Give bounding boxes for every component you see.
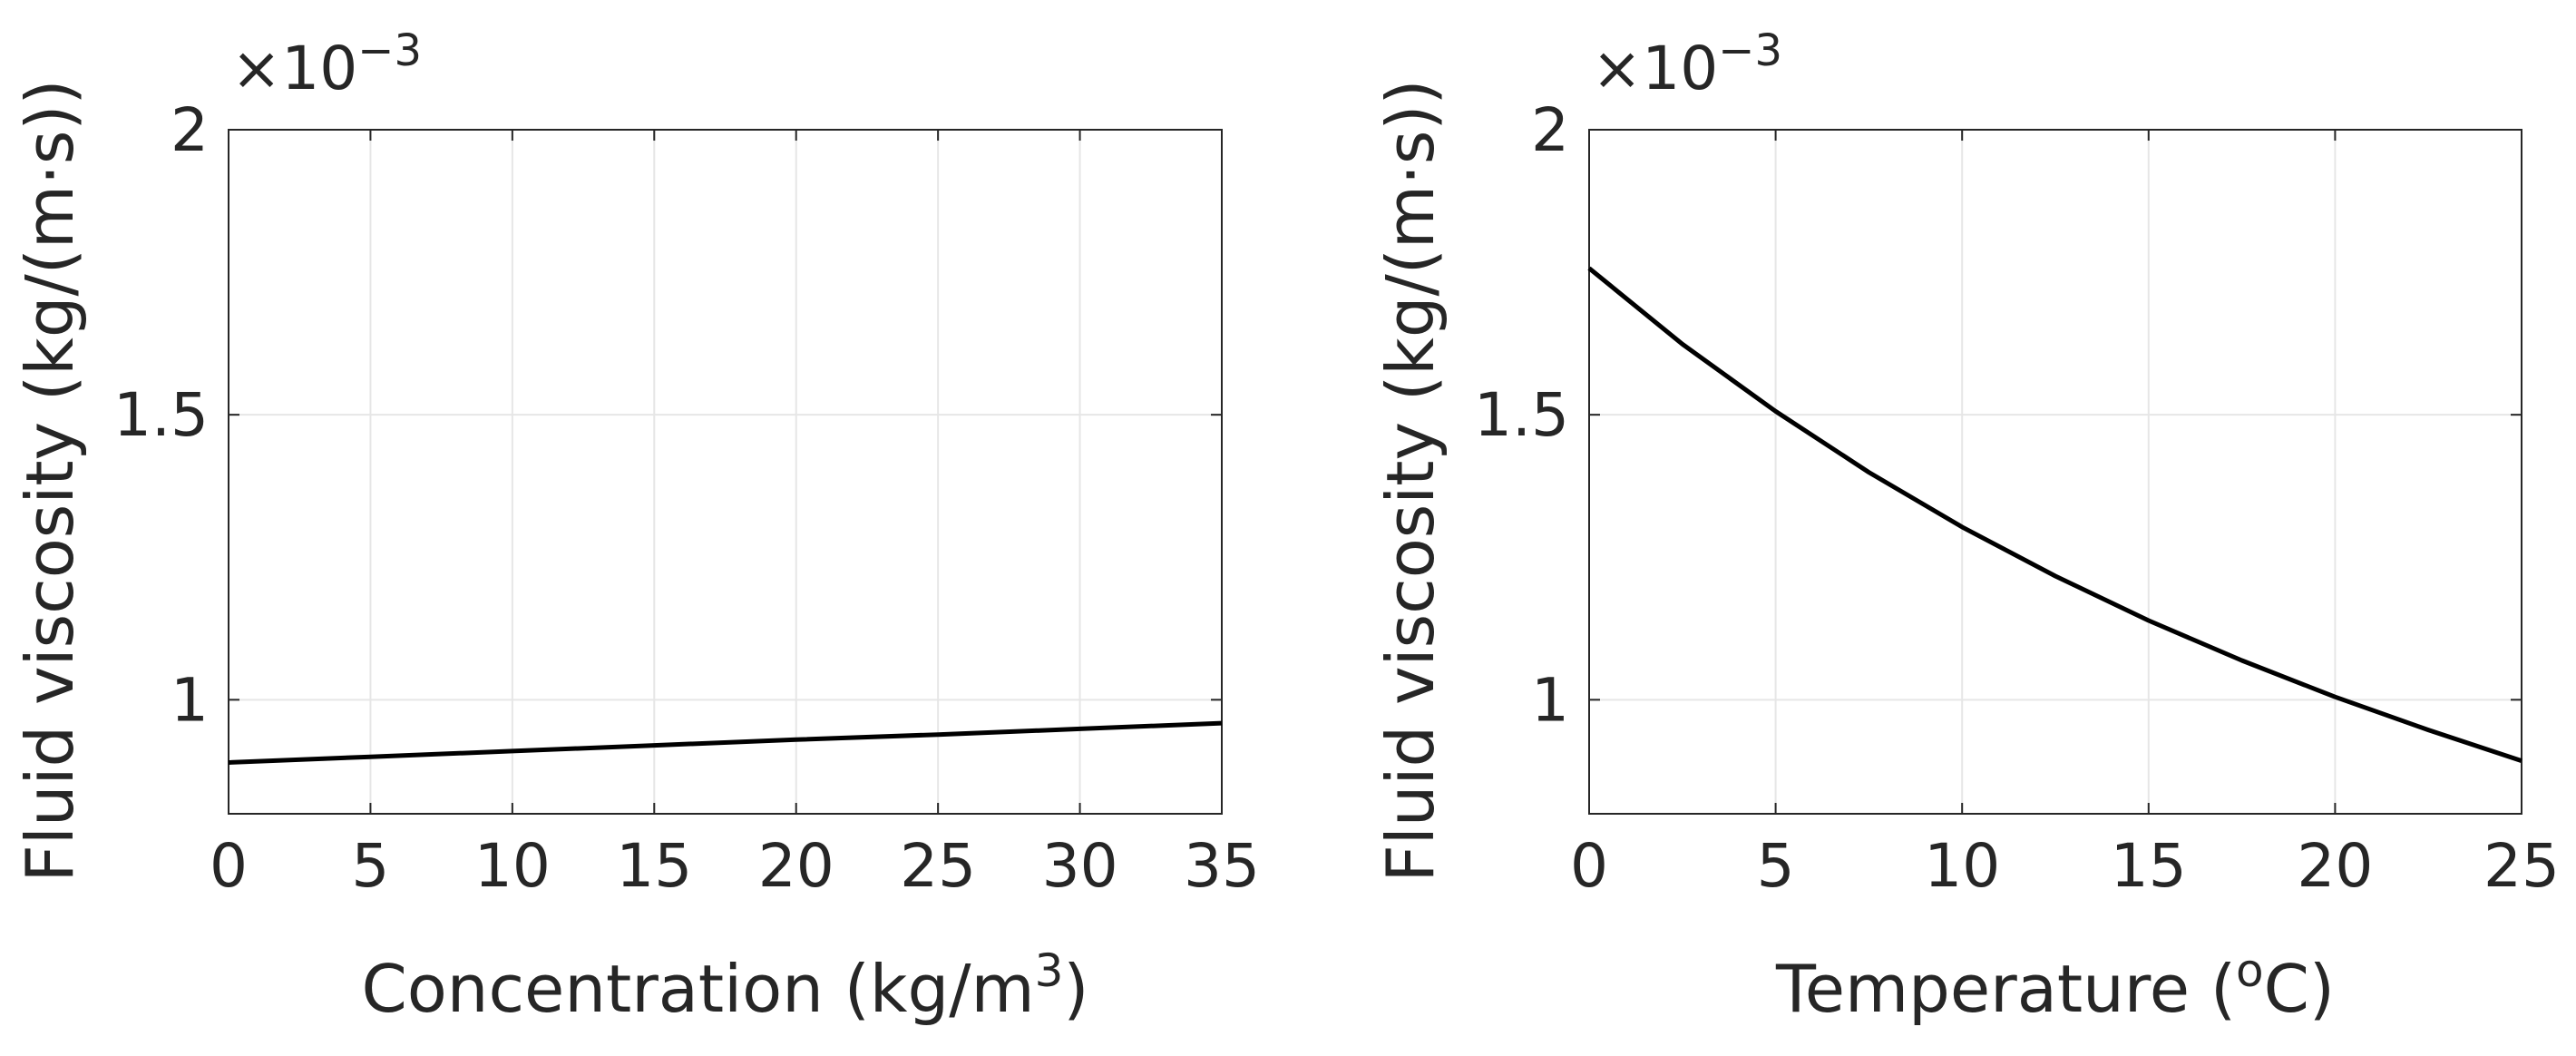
x-tick-label: 10 bbox=[1924, 831, 2000, 901]
y-tick-label: 1.5 bbox=[1474, 380, 1569, 450]
chart-temperature: 0 5 10 15 20 25 1 1.5 2 ×10−3 Fluid viscosity (kg/… bbox=[1372, 25, 2560, 1027]
x-axis-label-superscript: 3 bbox=[1035, 944, 1064, 997]
y-tick-label: 1.5 bbox=[113, 380, 209, 450]
x-axis-label-main: Concentration (kg/m bbox=[361, 951, 1034, 1027]
chart-concentration: 0 5 10 15 20 25 30 35 1 1.5 2 ×10−3 Fluid viscosity … bbox=[12, 25, 1260, 1027]
y-exponent-label: ×10−3 bbox=[1592, 25, 1782, 103]
x-tick-label: 0 bbox=[1570, 831, 1608, 901]
axes-frame bbox=[228, 129, 1223, 815]
x-tick-label: 25 bbox=[900, 831, 976, 901]
y-exponent-power: −3 bbox=[357, 25, 422, 76]
y-axis-label: Fluid viscosity (kg/(m·s)) bbox=[1372, 79, 1449, 882]
x-tick-label: 35 bbox=[1184, 831, 1260, 901]
y-tick-label: 2 bbox=[171, 95, 209, 165]
x-tick-label: 10 bbox=[474, 831, 551, 901]
x-axis-label: Concentration (kg/m3) bbox=[361, 944, 1088, 1027]
x-tick-label: 25 bbox=[2483, 831, 2560, 901]
series-line bbox=[1587, 266, 2522, 763]
y-exponent-power: −3 bbox=[1718, 25, 1782, 76]
x-tick-label: 20 bbox=[2297, 831, 2373, 901]
y-exponent-base: ×10 bbox=[1592, 34, 1718, 103]
x-tick-label: 30 bbox=[1042, 831, 1118, 901]
x-axis-label-tail: ) bbox=[1063, 951, 1088, 1027]
x-tick-label: 5 bbox=[1757, 831, 1795, 901]
y-exponent-base: ×10 bbox=[231, 34, 357, 103]
y-tick-label: 1 bbox=[171, 665, 209, 735]
series-line bbox=[228, 720, 1223, 765]
x-tick-label: 0 bbox=[210, 831, 248, 901]
x-axis-label: Temperature (oC) bbox=[1775, 944, 2335, 1027]
x-tick-label: 15 bbox=[2111, 831, 2187, 901]
x-axis-label-tail: C) bbox=[2264, 951, 2335, 1027]
x-tick-label: 20 bbox=[758, 831, 834, 901]
y-tick-label: 1 bbox=[1531, 665, 1569, 735]
y-tick-label: 2 bbox=[1531, 95, 1569, 165]
y-exponent-label: ×10−3 bbox=[231, 25, 422, 103]
x-axis-label-main: Temperature ( bbox=[1775, 951, 2236, 1027]
x-tick-label: 15 bbox=[616, 831, 692, 901]
x-tick-label: 5 bbox=[351, 831, 389, 901]
y-axis-label: Fluid viscosity (kg/(m·s)) bbox=[12, 79, 88, 882]
x-axis-label-superscript: o bbox=[2236, 944, 2264, 997]
axes-frame bbox=[1588, 129, 2522, 815]
